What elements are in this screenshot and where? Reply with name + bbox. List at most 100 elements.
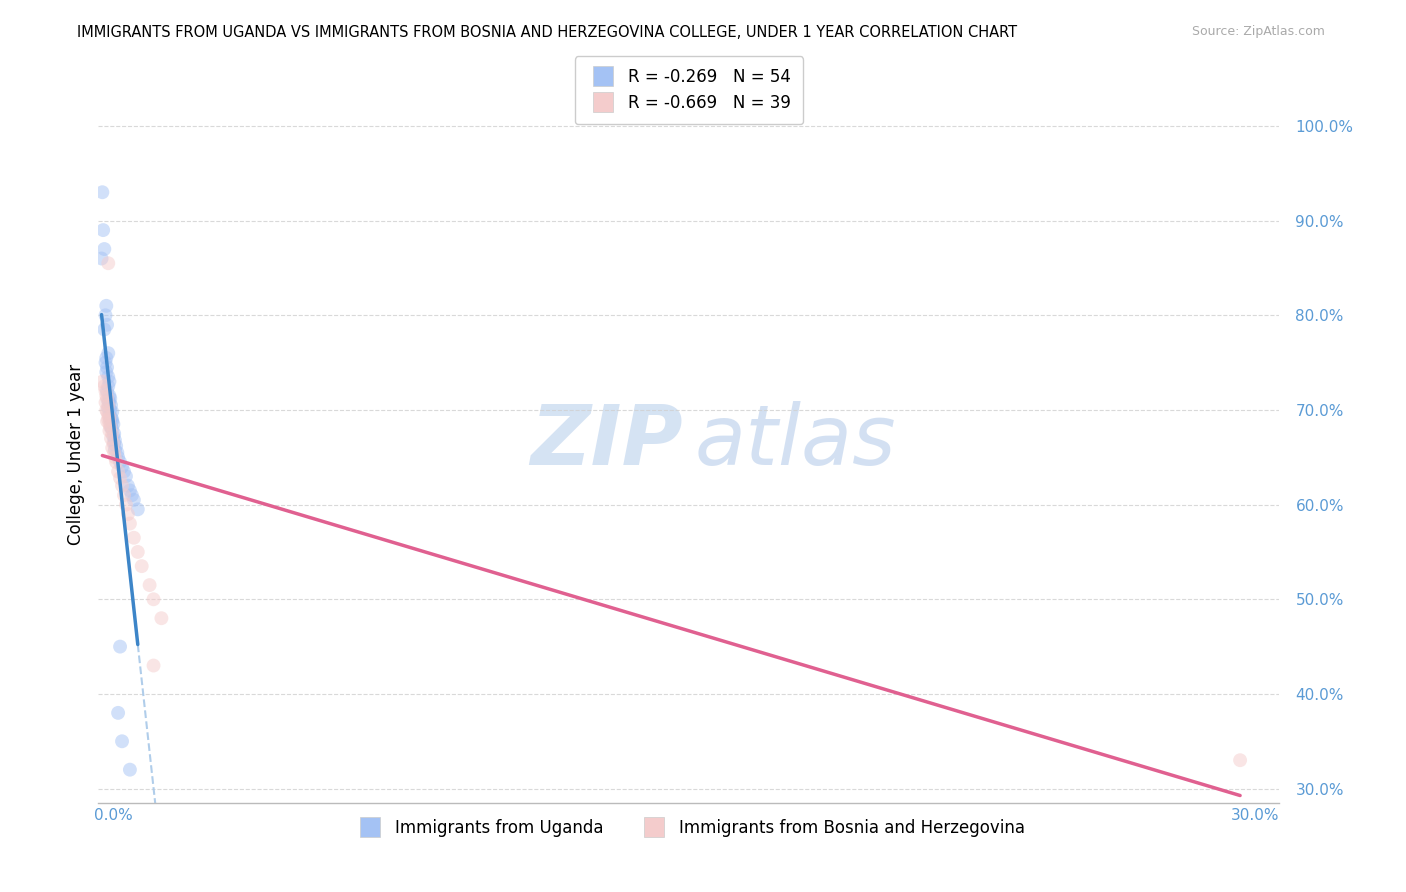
Point (111, 459, 134, 474)
Point (103, 436, 125, 450)
Point (107, 706, 129, 720)
Point (105, 445, 128, 459)
Point (93, 379, 115, 393)
Point (97, 408, 120, 422)
Point (98, 392, 121, 406)
Point (98, 410, 121, 425)
Point (122, 531, 145, 545)
Point (98, 420, 121, 434)
Point (97, 398, 120, 412)
Point (97, 412, 120, 426)
Point (96, 414, 118, 428)
Legend: Immigrants from Uganda, Immigrants from Bosnia and Herzegovina: Immigrants from Uganda, Immigrants from … (343, 809, 1035, 847)
Point (98, 417, 121, 432)
Point (91, 186, 114, 200)
Point (96, 360, 118, 375)
Point (94, 356, 117, 370)
Point (97, 379, 120, 393)
Point (94, 384, 117, 398)
Point (98, 403, 121, 417)
Point (96, 384, 118, 398)
Point (96, 365, 118, 379)
Point (103, 445, 125, 459)
Point (101, 422, 124, 436)
Point (138, 578, 160, 592)
Point (98, 375, 121, 389)
Point (121, 488, 143, 502)
Point (96, 318, 118, 332)
Point (131, 559, 153, 574)
Point (107, 465, 129, 479)
Point (118, 516, 141, 531)
Point (98, 424, 121, 438)
Point (127, 545, 149, 559)
Point (101, 412, 124, 426)
Point (122, 492, 145, 507)
Point (97, 369, 120, 384)
Point (98, 389, 121, 403)
Point (93, 322, 115, 336)
Point (117, 507, 139, 521)
Point (97, 346, 120, 360)
Point (108, 455, 131, 469)
Point (105, 455, 128, 469)
Point (101, 441, 124, 455)
Point (100, 431, 122, 445)
Point (118, 483, 141, 498)
Point (105, 439, 128, 453)
Text: ZIP: ZIP (530, 401, 683, 482)
Point (100, 420, 122, 434)
Point (96, 392, 118, 406)
Point (103, 429, 125, 443)
Point (100, 398, 122, 412)
Point (96, 351, 118, 365)
Point (142, 592, 165, 607)
Point (98, 408, 121, 422)
Text: Source: ZipAtlas.com: Source: ZipAtlas.com (1191, 25, 1324, 38)
Point (96, 389, 118, 403)
Point (100, 410, 122, 425)
Point (117, 478, 139, 492)
Point (91, 375, 114, 389)
Point (97, 256, 120, 270)
Point (112, 488, 135, 502)
Point (142, 658, 165, 673)
Point (90, 252, 112, 266)
Point (118, 763, 141, 777)
Point (104, 450, 127, 465)
Text: atlas: atlas (695, 401, 897, 482)
Point (112, 465, 135, 479)
Point (115, 469, 138, 483)
Point (108, 640, 131, 654)
Text: 30.0%: 30.0% (1232, 808, 1279, 823)
Text: IMMIGRANTS FROM UGANDA VS IMMIGRANTS FROM BOSNIA AND HERZEGOVINA COLLEGE, UNDER : IMMIGRANTS FROM UGANDA VS IMMIGRANTS FRO… (77, 25, 1018, 40)
Point (107, 450, 129, 465)
Point (96, 299, 118, 313)
Text: 0.0%: 0.0% (94, 808, 134, 823)
Point (127, 502, 149, 516)
Point (111, 478, 134, 492)
Point (96, 405, 118, 419)
Point (104, 434, 127, 448)
Y-axis label: College, Under 1 year: College, Under 1 year (66, 364, 84, 546)
Point (101, 405, 124, 419)
Point (98, 412, 121, 426)
Point (103, 417, 125, 432)
Point (97, 401, 120, 415)
Point (150, 611, 173, 625)
Point (93, 242, 115, 256)
Point (1229, 753, 1251, 767)
Point (97, 393, 120, 408)
Point (111, 734, 134, 748)
Point (94, 308, 117, 322)
Point (101, 414, 124, 428)
Point (98, 395, 121, 409)
Point (115, 498, 138, 512)
Point (101, 426, 124, 441)
Point (104, 442, 127, 457)
Point (103, 426, 125, 441)
Point (94, 395, 117, 409)
Point (96, 403, 118, 417)
Point (108, 471, 131, 485)
Point (91, 223, 114, 237)
